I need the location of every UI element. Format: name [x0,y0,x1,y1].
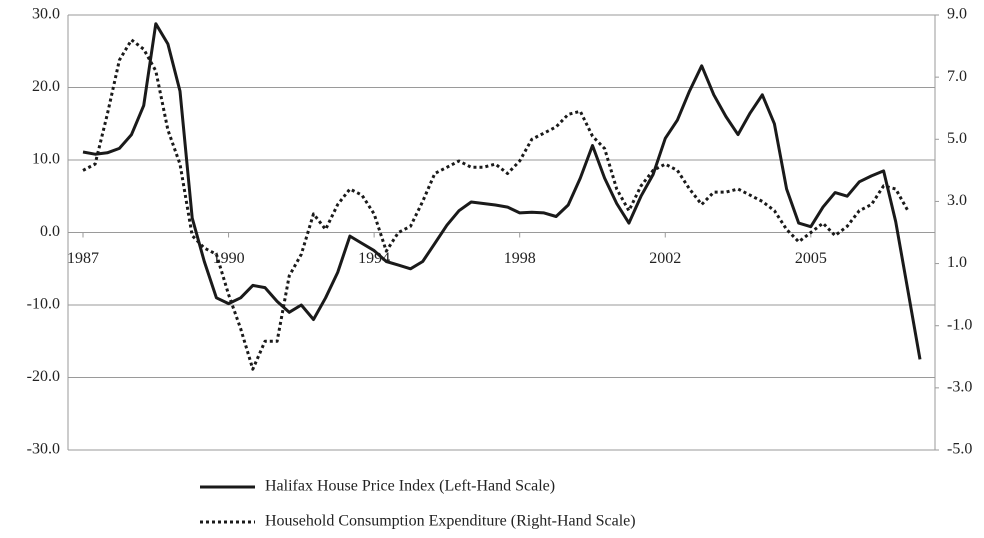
data-line [82,22,922,360]
x-tick-label: 1994 [358,250,390,267]
y2-tick-label: 1.0 [947,254,967,271]
y2-tick-label: -5.0 [947,441,972,458]
legend-label: Household Consumption Expenditure (Right… [265,513,636,530]
y-tick-label: 30.0 [32,6,60,23]
y2-tick-label: 3.0 [947,192,967,209]
y-tick-label: 10.0 [32,151,60,168]
y2-tick-label: 7.0 [947,68,967,85]
x-tick-label: 2005 [795,250,827,267]
y2-tick-label: -1.0 [947,316,972,333]
y2-tick-label: 9.0 [947,6,967,23]
y-tick-label: -20.0 [27,368,60,385]
x-tick-label: 1990 [213,250,245,267]
y2-tick-label: 5.0 [947,130,967,147]
data-line [82,38,910,371]
x-tick-label: 2002 [649,250,681,267]
x-tick-label: 1998 [504,250,536,267]
y-tick-label: 0.0 [40,223,60,240]
y-tick-label: -30.0 [27,441,60,458]
y-tick-label: 20.0 [32,78,60,95]
legend-label: Halifax House Price Index (Left-Hand Sca… [265,478,555,495]
x-tick-label: 1987 [67,250,99,267]
y2-tick-label: -3.0 [947,379,972,396]
y-tick-label: -10.0 [27,296,60,313]
